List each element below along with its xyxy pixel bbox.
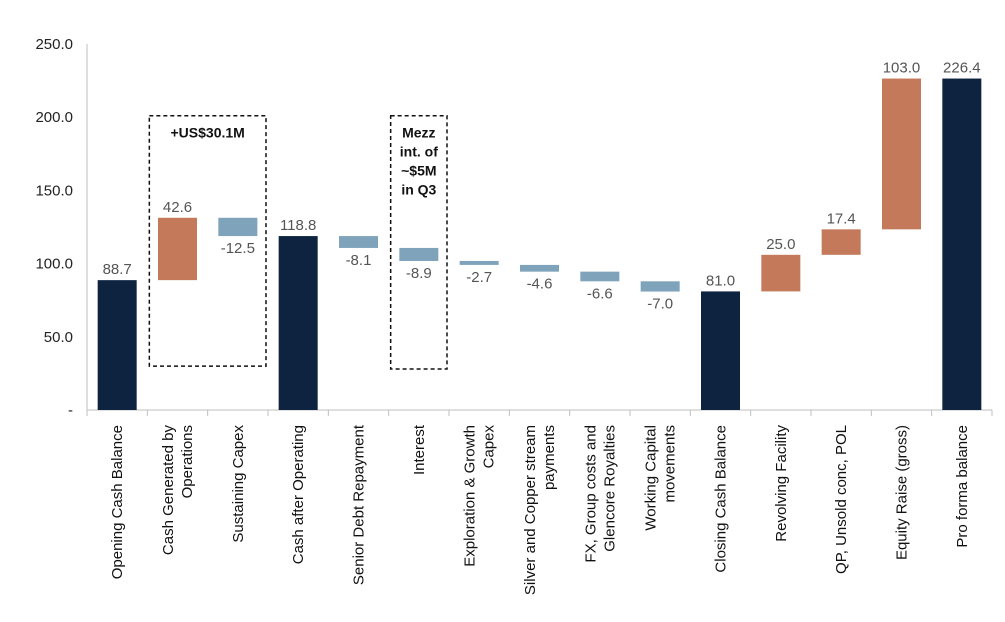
bar-total (97, 280, 137, 410)
data-label: -12.5 (221, 240, 255, 257)
y-tick-label: 50.0 (44, 329, 73, 346)
annotations-group: +US$30.1M Mezz int. of ~$5M in Q3 (148, 114, 448, 370)
bar-decrease (640, 281, 680, 292)
data-label: -8.9 (406, 265, 432, 282)
data-label: 103.0 (883, 60, 921, 77)
category-label: Pro forma balance (954, 425, 971, 548)
annotation-box (389, 114, 448, 370)
bar-increase (821, 229, 861, 255)
data-label: 25.0 (766, 236, 795, 253)
category-label: Revolving Facility (773, 425, 790, 542)
annotation-box (148, 114, 267, 367)
bar-decrease (520, 264, 559, 272)
category-label: Silver and Copper stream (522, 425, 539, 595)
category-labels-group: Opening Cash Balance Cash Generated by Ope… (109, 424, 971, 595)
category-label: Sustaining Capex (230, 425, 247, 543)
bar-decrease (399, 247, 439, 261)
category-label: Capex (481, 424, 498, 468)
bars-group (97, 78, 982, 410)
y-tick-label: - (68, 402, 73, 419)
bar-decrease (580, 271, 620, 282)
bar-total (701, 291, 740, 410)
category-label: Senior Debt Repayment (351, 424, 368, 585)
category-label: QP, Unsold conc, POL (833, 425, 850, 574)
category-label: Exploration & Growth (462, 425, 479, 567)
data-label: 88.7 (103, 261, 132, 278)
data-label: 226.4 (943, 60, 981, 77)
data-label: -2.7 (466, 269, 492, 286)
annotation-text: Mezz (402, 125, 435, 141)
bar-decrease (218, 217, 258, 237)
annotation-text: int. of (400, 144, 438, 160)
bar-increase (761, 254, 801, 292)
category-label: Closing Cash Balance (713, 425, 730, 573)
data-label: -8.1 (346, 252, 372, 269)
category-label: movements (662, 425, 679, 503)
bar-increase (882, 78, 921, 230)
bar-decrease (459, 260, 499, 265)
annotation-text: in Q3 (401, 182, 436, 198)
category-label: Interest (411, 424, 428, 475)
data-labels-group: 88.7 42.6 -12.5 118.8 -8.1 -8.9 -2.7 -4.6 -6.6 -7… (103, 60, 981, 313)
x-axis (86, 409, 993, 416)
y-tick-label: 250.0 (35, 36, 73, 53)
category-label: payments (541, 425, 558, 490)
category-label: Opening Cash Balance (109, 425, 126, 579)
category-label: Equity Raise (gross) (894, 425, 911, 560)
annotation-text: +US$30.1M (171, 125, 245, 141)
bar-decrease (339, 236, 378, 248)
data-label: -4.6 (527, 276, 553, 293)
category-label: Cash after Operating (290, 425, 307, 564)
y-tick-label: 200.0 (35, 109, 73, 126)
data-label: -7.0 (647, 296, 673, 313)
data-label: -6.6 (587, 285, 613, 302)
data-label: 17.4 (827, 210, 856, 227)
data-label: 42.6 (163, 199, 192, 216)
category-label: FX, Group costs and (582, 425, 599, 563)
category-label: Operations (179, 425, 196, 498)
annotation-text: ~$5M (401, 163, 436, 179)
y-tick-label: 100.0 (35, 256, 73, 273)
category-label: Cash Generated by (160, 425, 177, 556)
y-axis: - 50.0 100.0 150.0 200.0 250.0 (35, 36, 88, 419)
bar-total (942, 78, 982, 410)
data-label: 118.8 (280, 217, 316, 234)
category-label: Glencore Royalties (601, 425, 618, 552)
category-label: Working Capital (643, 425, 660, 531)
bar-increase (158, 217, 197, 281)
data-label: 81.0 (706, 272, 735, 289)
y-tick-label: 150.0 (35, 182, 73, 199)
bar-total (278, 236, 318, 410)
